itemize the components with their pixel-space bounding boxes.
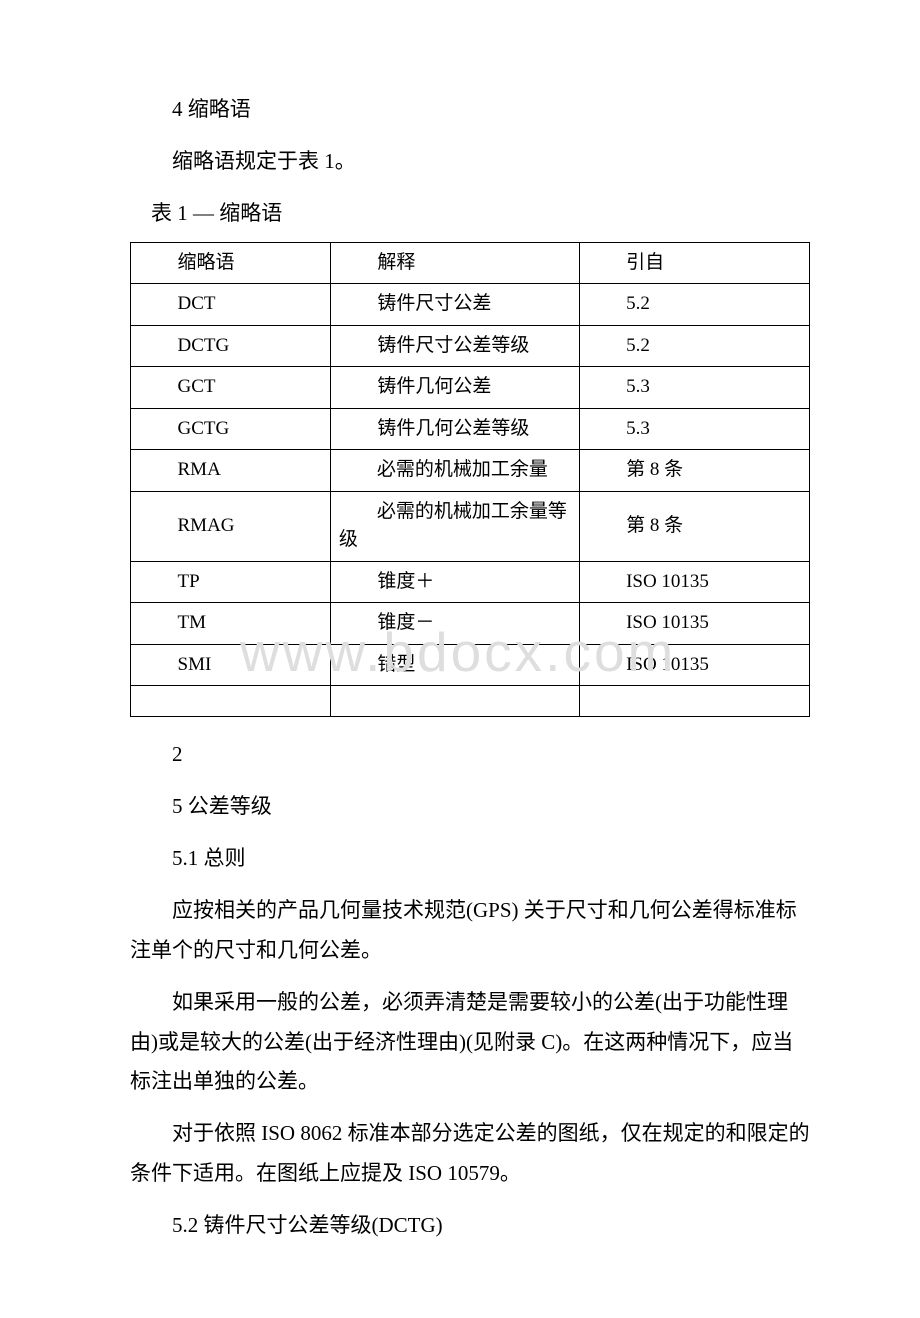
table-row: DCTG 铸件尺寸公差等级 5.2 bbox=[131, 325, 810, 367]
cell-abbr: SMI bbox=[131, 644, 331, 686]
table-header-row: 缩略语 解释 引自 bbox=[131, 242, 810, 284]
empty-cell bbox=[330, 686, 579, 717]
abbreviation-table: 缩略语 解释 引自 DCT 铸件尺寸公差 5.2 DCTG 铸件尺寸公差等级 5… bbox=[130, 242, 810, 718]
cell-ref: 5.3 bbox=[579, 408, 809, 450]
body-paragraph: 应按相关的产品几何量技术规范(GPS) 关于尺寸和几何公差得标准标注单个的尺寸和… bbox=[130, 891, 810, 971]
section-4-heading: 4 缩略语 bbox=[130, 90, 810, 130]
cell-abbr: TM bbox=[131, 603, 331, 645]
cell-ref: ISO 10135 bbox=[579, 561, 809, 603]
cell-ref: 第 8 条 bbox=[579, 491, 809, 561]
cell-meaning: 错型 bbox=[330, 644, 579, 686]
cell-abbr: DCT bbox=[131, 284, 331, 326]
page-number: 2 bbox=[130, 735, 810, 775]
cell-meaning: 铸件尺寸公差等级 bbox=[330, 325, 579, 367]
table-header-meaning: 解释 bbox=[330, 242, 579, 284]
table-header-abbr: 缩略语 bbox=[131, 242, 331, 284]
section-5-1-heading: 5.1 总则 bbox=[130, 839, 810, 879]
cell-ref: ISO 10135 bbox=[579, 603, 809, 645]
section-4-intro: 缩略语规定于表 1。 bbox=[130, 142, 810, 182]
table-row: DCT 铸件尺寸公差 5.2 bbox=[131, 284, 810, 326]
empty-cell bbox=[131, 686, 331, 717]
cell-ref: ISO 10135 bbox=[579, 644, 809, 686]
cell-abbr: RMA bbox=[131, 450, 331, 492]
cell-meaning: 铸件几何公差 bbox=[330, 367, 579, 409]
body-paragraph: 对于依照 ISO 8062 标准本部分选定公差的图纸，仅在规定的和限定的条件下适… bbox=[130, 1114, 810, 1194]
table-row: RMA 必需的机械加工余量 第 8 条 bbox=[131, 450, 810, 492]
cell-abbr: GCT bbox=[131, 367, 331, 409]
cell-meaning: 铸件尺寸公差 bbox=[330, 284, 579, 326]
cell-abbr: GCTG bbox=[131, 408, 331, 450]
cell-meaning: 铸件几何公差等级 bbox=[330, 408, 579, 450]
cell-abbr: RMAG bbox=[131, 491, 331, 561]
body-paragraph: 如果采用一般的公差，必须弄清楚是需要较小的公差(出于功能性理由)或是较大的公差(… bbox=[130, 983, 810, 1103]
table-row: TP 锥度＋ ISO 10135 bbox=[131, 561, 810, 603]
cell-ref: 5.2 bbox=[579, 284, 809, 326]
table-row: TM 锥度－ ISO 10135 bbox=[131, 603, 810, 645]
table-1-caption: 表 1 — 缩略语 bbox=[130, 194, 810, 234]
table-row: GCTG 铸件几何公差等级 5.3 bbox=[131, 408, 810, 450]
cell-meaning: 必需的机械加工余量 bbox=[330, 450, 579, 492]
cell-meaning: 锥度＋ bbox=[330, 561, 579, 603]
table-empty-row bbox=[131, 686, 810, 717]
table-row: SMI 错型 ISO 10135 bbox=[131, 644, 810, 686]
cell-abbr: TP bbox=[131, 561, 331, 603]
table-row: RMAG 必需的机械加工余量等级 第 8 条 bbox=[131, 491, 810, 561]
section-5-heading: 5 公差等级 bbox=[130, 787, 810, 827]
cell-abbr: DCTG bbox=[131, 325, 331, 367]
section-5-2-heading: 5.2 铸件尺寸公差等级(DCTG) bbox=[130, 1206, 810, 1246]
cell-ref: 5.2 bbox=[579, 325, 809, 367]
cell-ref: 5.3 bbox=[579, 367, 809, 409]
table-header-ref: 引自 bbox=[579, 242, 809, 284]
cell-ref: 第 8 条 bbox=[579, 450, 809, 492]
table-row: GCT 铸件几何公差 5.3 bbox=[131, 367, 810, 409]
cell-meaning: 必需的机械加工余量等级 bbox=[330, 491, 579, 561]
cell-meaning: 锥度－ bbox=[330, 603, 579, 645]
empty-cell bbox=[579, 686, 809, 717]
